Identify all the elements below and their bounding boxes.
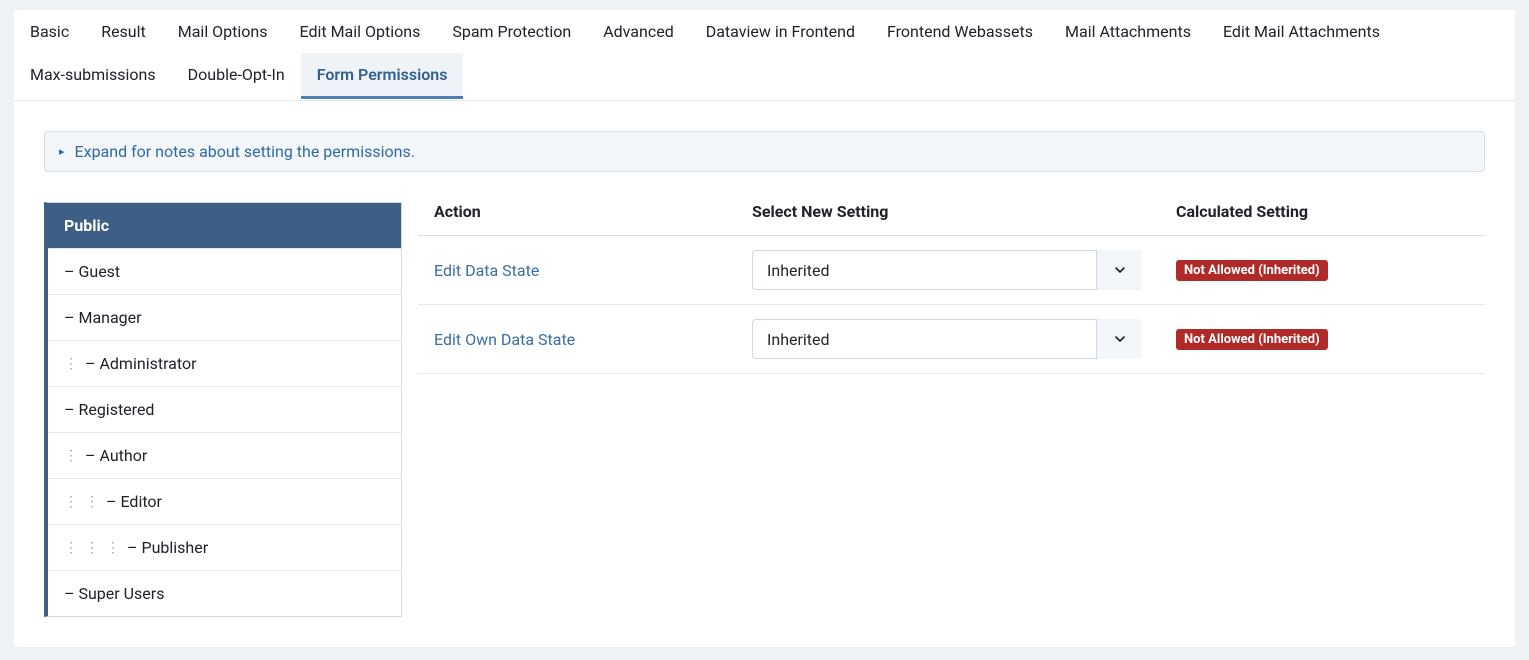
header-calculated: Calculated Setting	[1176, 202, 1469, 221]
permission-select-cell: Inherited	[752, 250, 1176, 290]
expand-permissions-notes-text: Expand for notes about setting the permi…	[75, 142, 415, 161]
tab-dataview-in-frontend[interactable]: Dataview in Frontend	[690, 10, 871, 53]
tab-basic[interactable]: Basic	[14, 10, 85, 53]
header-action: Action	[434, 202, 752, 221]
tree-indent-icon: ⋮	[85, 494, 100, 510]
permission-action-label: Edit Own Data State	[434, 330, 752, 349]
tab-mail-options[interactable]: Mail Options	[162, 10, 284, 53]
tree-indent-icon: ⋮	[64, 448, 79, 464]
tree-indent-icon: ⋮	[85, 540, 100, 556]
group-item-public[interactable]: Public	[48, 203, 401, 249]
group-item-label: – Administrator	[85, 354, 197, 373]
group-item-super-users[interactable]: – Super Users	[48, 571, 401, 616]
tab-edit-mail-options[interactable]: Edit Mail Options	[284, 10, 437, 53]
group-item-label: – Registered	[64, 400, 154, 419]
permission-row: Edit Data StateInherited Not Allowed (Inh…	[418, 236, 1485, 305]
group-item-manager[interactable]: – Manager	[48, 295, 401, 341]
permission-setting-select[interactable]: Inherited	[752, 319, 1142, 359]
permission-select-cell: Inherited	[752, 319, 1176, 359]
tab-max-submissions[interactable]: Max-submissions	[14, 53, 172, 99]
tab-advanced[interactable]: Advanced	[587, 10, 690, 53]
permission-calculated-cell: Not Allowed (Inherited)	[1176, 328, 1469, 350]
status-badge: Not Allowed (Inherited)	[1176, 260, 1328, 281]
tab-spam-protection[interactable]: Spam Protection	[436, 10, 587, 53]
tab-edit-mail-attachments[interactable]: Edit Mail Attachments	[1207, 10, 1396, 53]
group-item-label: – Super Users	[64, 584, 164, 603]
permission-setting-select[interactable]: Inherited	[752, 250, 1142, 290]
status-badge: Not Allowed (Inherited)	[1176, 329, 1328, 350]
permission-row: Edit Own Data StateInherited Not Allowed …	[418, 305, 1485, 374]
caret-right-icon: ▸	[59, 145, 65, 158]
group-item-label: – Guest	[64, 262, 120, 281]
tab-form-permissions[interactable]: Form Permissions	[301, 53, 464, 99]
group-item-author[interactable]: ⋮ – Author	[48, 433, 401, 479]
tab-frontend-webassets[interactable]: Frontend Webassets	[871, 10, 1049, 53]
group-item-label: – Editor	[106, 492, 162, 511]
tab-bar: BasicResultMail OptionsEdit Mail Options…	[14, 10, 1515, 100]
expand-permissions-notes[interactable]: ▸ Expand for notes about setting the per…	[44, 131, 1485, 172]
permissions-table: Action Select New Setting Calculated Set…	[418, 202, 1485, 374]
permission-calculated-cell: Not Allowed (Inherited)	[1176, 259, 1469, 281]
tab-mail-attachments[interactable]: Mail Attachments	[1049, 10, 1207, 53]
group-item-label: Public	[64, 216, 109, 235]
group-item-administrator[interactable]: ⋮ – Administrator	[48, 341, 401, 387]
tree-indent-icon: ⋮	[106, 540, 121, 556]
group-item-editor[interactable]: ⋮ ⋮ – Editor	[48, 479, 401, 525]
user-group-list: Public – Guest – Manager ⋮ – Administrator – …	[44, 202, 402, 617]
group-item-label: – Author	[85, 446, 147, 465]
tree-indent-icon: ⋮	[64, 494, 79, 510]
group-item-label: – Publisher	[127, 538, 208, 557]
tab-result[interactable]: Result	[85, 10, 162, 53]
tree-indent-icon: ⋮	[64, 356, 79, 372]
group-item-guest[interactable]: – Guest	[48, 249, 401, 295]
permission-action-label: Edit Data State	[434, 261, 752, 280]
permissions-table-header: Action Select New Setting Calculated Set…	[418, 202, 1485, 236]
group-item-label: – Manager	[64, 308, 142, 327]
group-item-publisher[interactable]: ⋮ ⋮ ⋮ – Publisher	[48, 525, 401, 571]
header-select: Select New Setting	[752, 202, 1176, 221]
tree-indent-icon: ⋮	[64, 540, 79, 556]
tab-double-opt-in[interactable]: Double-Opt-In	[172, 53, 301, 99]
group-item-registered[interactable]: – Registered	[48, 387, 401, 433]
